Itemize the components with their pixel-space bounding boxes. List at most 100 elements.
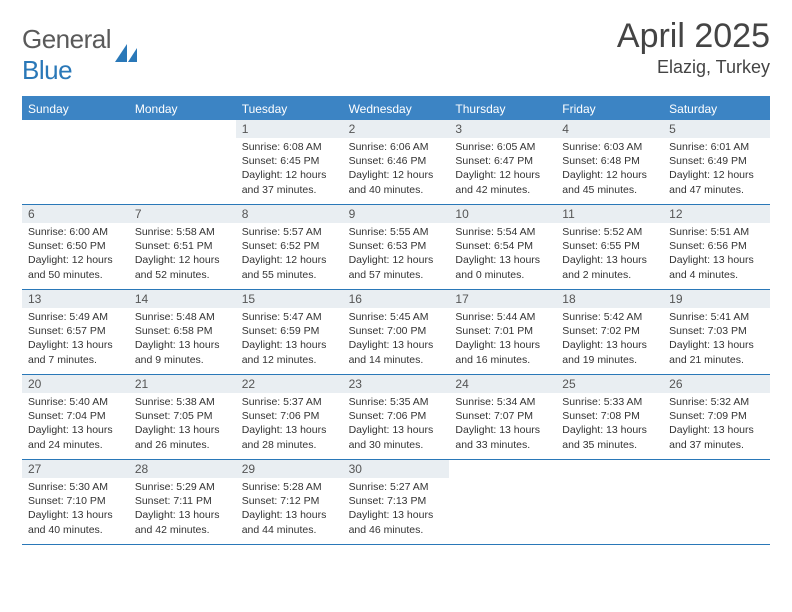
day-number: 11 bbox=[556, 205, 663, 223]
day-body: Sunrise: 5:58 AMSunset: 6:51 PMDaylight:… bbox=[129, 225, 236, 286]
daylight-line: Daylight: 12 hours and 37 minutes. bbox=[242, 168, 337, 196]
sunset-line: Sunset: 7:09 PM bbox=[669, 409, 764, 423]
brand-text: General Blue bbox=[22, 24, 111, 86]
day-body: Sunrise: 5:51 AMSunset: 6:56 PMDaylight:… bbox=[663, 225, 770, 286]
sunset-line: Sunset: 6:55 PM bbox=[562, 239, 657, 253]
day-number: 8 bbox=[236, 205, 343, 223]
sunrise-line: Sunrise: 5:40 AM bbox=[28, 395, 123, 409]
day-number: 7 bbox=[129, 205, 236, 223]
daylight-line: Daylight: 13 hours and 0 minutes. bbox=[455, 253, 550, 281]
daylight-line: Daylight: 13 hours and 37 minutes. bbox=[669, 423, 764, 451]
day-number: 19 bbox=[663, 290, 770, 308]
day-cell bbox=[556, 460, 663, 544]
daylight-line: Daylight: 13 hours and 24 minutes. bbox=[28, 423, 123, 451]
weekday-header: Saturday bbox=[663, 98, 770, 120]
daylight-line: Daylight: 13 hours and 4 minutes. bbox=[669, 253, 764, 281]
day-number: 9 bbox=[343, 205, 450, 223]
day-body: Sunrise: 5:54 AMSunset: 6:54 PMDaylight:… bbox=[449, 225, 556, 286]
day-number: 13 bbox=[22, 290, 129, 308]
day-body: Sunrise: 5:49 AMSunset: 6:57 PMDaylight:… bbox=[22, 310, 129, 371]
brand-sail-icon bbox=[113, 42, 141, 69]
day-number: 26 bbox=[663, 375, 770, 393]
day-body: Sunrise: 5:29 AMSunset: 7:11 PMDaylight:… bbox=[129, 480, 236, 541]
week-row: 1Sunrise: 6:08 AMSunset: 6:45 PMDaylight… bbox=[22, 120, 770, 205]
day-cell: 23Sunrise: 5:35 AMSunset: 7:06 PMDayligh… bbox=[343, 375, 450, 459]
sunrise-line: Sunrise: 5:27 AM bbox=[349, 480, 444, 494]
sunrise-line: Sunrise: 5:58 AM bbox=[135, 225, 230, 239]
sunrise-line: Sunrise: 5:49 AM bbox=[28, 310, 123, 324]
day-cell: 10Sunrise: 5:54 AMSunset: 6:54 PMDayligh… bbox=[449, 205, 556, 289]
day-number: 21 bbox=[129, 375, 236, 393]
daylight-line: Daylight: 13 hours and 16 minutes. bbox=[455, 338, 550, 366]
day-number: 2 bbox=[343, 120, 450, 138]
month-title: April 2025 bbox=[617, 18, 770, 55]
day-cell: 22Sunrise: 5:37 AMSunset: 7:06 PMDayligh… bbox=[236, 375, 343, 459]
sunrise-line: Sunrise: 5:30 AM bbox=[28, 480, 123, 494]
day-cell: 14Sunrise: 5:48 AMSunset: 6:58 PMDayligh… bbox=[129, 290, 236, 374]
title-block: April 2025 Elazig, Turkey bbox=[617, 18, 770, 78]
weekday-header: Sunday bbox=[22, 98, 129, 120]
day-cell: 20 Sunrise: 5:40 AMSunset: 7:04 PMDayligh… bbox=[22, 375, 129, 459]
day-body: Sunrise: 5:52 AMSunset: 6:55 PMDaylight:… bbox=[556, 225, 663, 286]
brand-logo: General Blue bbox=[22, 24, 141, 86]
day-body: Sunrise: 5:41 AMSunset: 7:03 PMDaylight:… bbox=[663, 310, 770, 371]
day-number: 25 bbox=[556, 375, 663, 393]
daylight-line: Daylight: 13 hours and 19 minutes. bbox=[562, 338, 657, 366]
sunrise-line: Sunrise: 5:37 AM bbox=[242, 395, 337, 409]
sunrise-line: Sunrise: 6:06 AM bbox=[349, 140, 444, 154]
day-cell: 19 Sunrise: 5:41 AMSunset: 7:03 PMDayligh… bbox=[663, 290, 770, 374]
sunset-line: Sunset: 7:08 PM bbox=[562, 409, 657, 423]
sunrise-line: Sunrise: 5:38 AM bbox=[135, 395, 230, 409]
day-number: 17 bbox=[449, 290, 556, 308]
day-body: Sunrise: 5:38 AMSunset: 7:05 PMDaylight:… bbox=[129, 395, 236, 456]
day-cell: 24Sunrise: 5:34 AMSunset: 7:07 PMDayligh… bbox=[449, 375, 556, 459]
day-number: 3 bbox=[449, 120, 556, 138]
day-number: 20 bbox=[22, 375, 129, 393]
sunrise-line: Sunrise: 6:03 AM bbox=[562, 140, 657, 154]
sunrise-line: Sunrise: 5:45 AM bbox=[349, 310, 444, 324]
day-body: Sunrise: 6:08 AMSunset: 6:45 PMDaylight:… bbox=[236, 140, 343, 201]
sunrise-line: Sunrise: 6:00 AM bbox=[28, 225, 123, 239]
day-cell: 11 Sunrise: 5:52 AMSunset: 6:55 PMDayligh… bbox=[556, 205, 663, 289]
day-cell bbox=[129, 120, 236, 204]
calendar-page: General Blue April 2025 Elazig, Turkey S… bbox=[0, 0, 792, 563]
daylight-line: Daylight: 13 hours and 14 minutes. bbox=[349, 338, 444, 366]
sunrise-line: Sunrise: 5:54 AM bbox=[455, 225, 550, 239]
day-cell bbox=[22, 120, 129, 204]
day-cell: 12Sunrise: 5:51 AMSunset: 6:56 PMDayligh… bbox=[663, 205, 770, 289]
week-row: 27Sunrise: 5:30 AMSunset: 7:10 PMDayligh… bbox=[22, 460, 770, 545]
daylight-line: Daylight: 13 hours and 12 minutes. bbox=[242, 338, 337, 366]
sunset-line: Sunset: 7:05 PM bbox=[135, 409, 230, 423]
sunset-line: Sunset: 6:50 PM bbox=[28, 239, 123, 253]
weeks-grid: 1Sunrise: 6:08 AMSunset: 6:45 PMDaylight… bbox=[22, 120, 770, 545]
day-body: Sunrise: 5:55 AMSunset: 6:53 PMDaylight:… bbox=[343, 225, 450, 286]
sunset-line: Sunset: 7:07 PM bbox=[455, 409, 550, 423]
day-cell: 6Sunrise: 6:00 AMSunset: 6:50 PMDaylight… bbox=[22, 205, 129, 289]
daylight-line: Daylight: 13 hours and 46 minutes. bbox=[349, 508, 444, 536]
day-cell: 1Sunrise: 6:08 AMSunset: 6:45 PMDaylight… bbox=[236, 120, 343, 204]
day-cell: 7 Sunrise: 5:58 AMSunset: 6:51 PMDaylight… bbox=[129, 205, 236, 289]
day-cell: 27Sunrise: 5:30 AMSunset: 7:10 PMDayligh… bbox=[22, 460, 129, 544]
daylight-line: Daylight: 12 hours and 45 minutes. bbox=[562, 168, 657, 196]
day-body: Sunrise: 5:27 AMSunset: 7:13 PMDaylight:… bbox=[343, 480, 450, 541]
day-body: Sunrise: 5:57 AMSunset: 6:52 PMDaylight:… bbox=[236, 225, 343, 286]
day-number: 28 bbox=[129, 460, 236, 478]
sunset-line: Sunset: 7:10 PM bbox=[28, 494, 123, 508]
brand-part2: Blue bbox=[22, 55, 72, 85]
day-cell: 18Sunrise: 5:42 AMSunset: 7:02 PMDayligh… bbox=[556, 290, 663, 374]
day-body: Sunrise: 6:06 AMSunset: 6:46 PMDaylight:… bbox=[343, 140, 450, 201]
sunset-line: Sunset: 6:59 PM bbox=[242, 324, 337, 338]
weekday-header: Thursday bbox=[449, 98, 556, 120]
sunset-line: Sunset: 6:57 PM bbox=[28, 324, 123, 338]
weekday-header: Tuesday bbox=[236, 98, 343, 120]
sunrise-line: Sunrise: 5:35 AM bbox=[349, 395, 444, 409]
sunrise-line: Sunrise: 5:51 AM bbox=[669, 225, 764, 239]
day-number: 14 bbox=[129, 290, 236, 308]
daylight-line: Daylight: 12 hours and 42 minutes. bbox=[455, 168, 550, 196]
sunset-line: Sunset: 7:04 PM bbox=[28, 409, 123, 423]
location-label: Elazig, Turkey bbox=[617, 57, 770, 78]
day-cell: 8 Sunrise: 5:57 AMSunset: 6:52 PMDaylight… bbox=[236, 205, 343, 289]
daylight-line: Daylight: 12 hours and 40 minutes. bbox=[349, 168, 444, 196]
sunset-line: Sunset: 7:00 PM bbox=[349, 324, 444, 338]
sunset-line: Sunset: 7:03 PM bbox=[669, 324, 764, 338]
